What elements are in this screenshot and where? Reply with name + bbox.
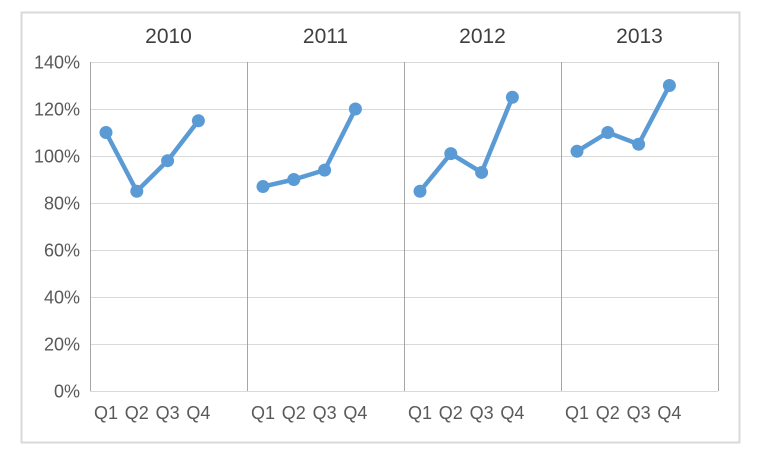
x-axis-tick-label: Q4 bbox=[657, 403, 681, 423]
data-point-marker bbox=[505, 90, 519, 104]
data-point-marker bbox=[191, 114, 205, 128]
x-axis-tick-label: Q2 bbox=[439, 403, 463, 423]
panel-title: 2010 bbox=[145, 25, 192, 48]
data-point-marker bbox=[570, 144, 584, 158]
y-axis-tick-label: 60% bbox=[44, 241, 80, 261]
x-axis-tick-label: Q4 bbox=[500, 403, 524, 423]
data-point-marker bbox=[348, 102, 362, 116]
x-axis-tick-label: Q4 bbox=[186, 403, 210, 423]
data-point-marker bbox=[475, 165, 489, 179]
data-point-marker bbox=[413, 184, 427, 198]
y-axis-tick-label: 140% bbox=[34, 53, 80, 73]
x-axis-tick-label: Q2 bbox=[596, 403, 620, 423]
x-axis-tick-label: Q3 bbox=[627, 403, 651, 423]
data-point-marker bbox=[130, 184, 144, 198]
panel-title: 2011 bbox=[303, 25, 348, 48]
x-axis-tick-label: Q3 bbox=[470, 403, 494, 423]
x-axis-tick-label: Q3 bbox=[156, 403, 180, 423]
panel-title: 2012 bbox=[459, 25, 506, 48]
x-axis-tick-label: Q1 bbox=[251, 403, 275, 423]
data-point-marker bbox=[256, 180, 270, 194]
data-point-marker bbox=[99, 126, 113, 139]
data-point-marker bbox=[662, 79, 676, 92]
x-axis-tick-label: Q3 bbox=[313, 403, 337, 423]
data-point-marker bbox=[287, 173, 301, 186]
data-point-marker bbox=[601, 126, 615, 139]
data-point-marker bbox=[444, 147, 458, 161]
chart-border bbox=[20, 11, 741, 444]
x-axis-tick-label: Q4 bbox=[343, 403, 367, 423]
x-axis-tick-label: Q1 bbox=[565, 403, 589, 423]
y-axis-tick-label: 120% bbox=[34, 100, 80, 120]
data-point-marker bbox=[632, 137, 646, 151]
data-point-marker bbox=[161, 154, 175, 168]
y-axis-tick-label: 0% bbox=[54, 382, 80, 402]
y-axis-tick-label: 40% bbox=[44, 288, 80, 308]
data-point-marker bbox=[318, 163, 332, 177]
x-axis-tick-label: Q2 bbox=[282, 403, 306, 423]
x-axis-tick-label: Q1 bbox=[94, 403, 118, 423]
x-axis-tick-label: Q1 bbox=[408, 403, 432, 423]
series-line bbox=[574, 83, 672, 154]
series-line bbox=[260, 106, 358, 189]
x-axis-tick-label: Q2 bbox=[125, 403, 149, 423]
series-line bbox=[103, 118, 201, 194]
y-axis-tick-label: 80% bbox=[44, 194, 80, 214]
panel-title: 2013 bbox=[616, 25, 663, 48]
y-axis-tick-label: 20% bbox=[44, 335, 80, 355]
y-axis-tick-label: 100% bbox=[34, 147, 80, 167]
series-line bbox=[417, 95, 515, 194]
